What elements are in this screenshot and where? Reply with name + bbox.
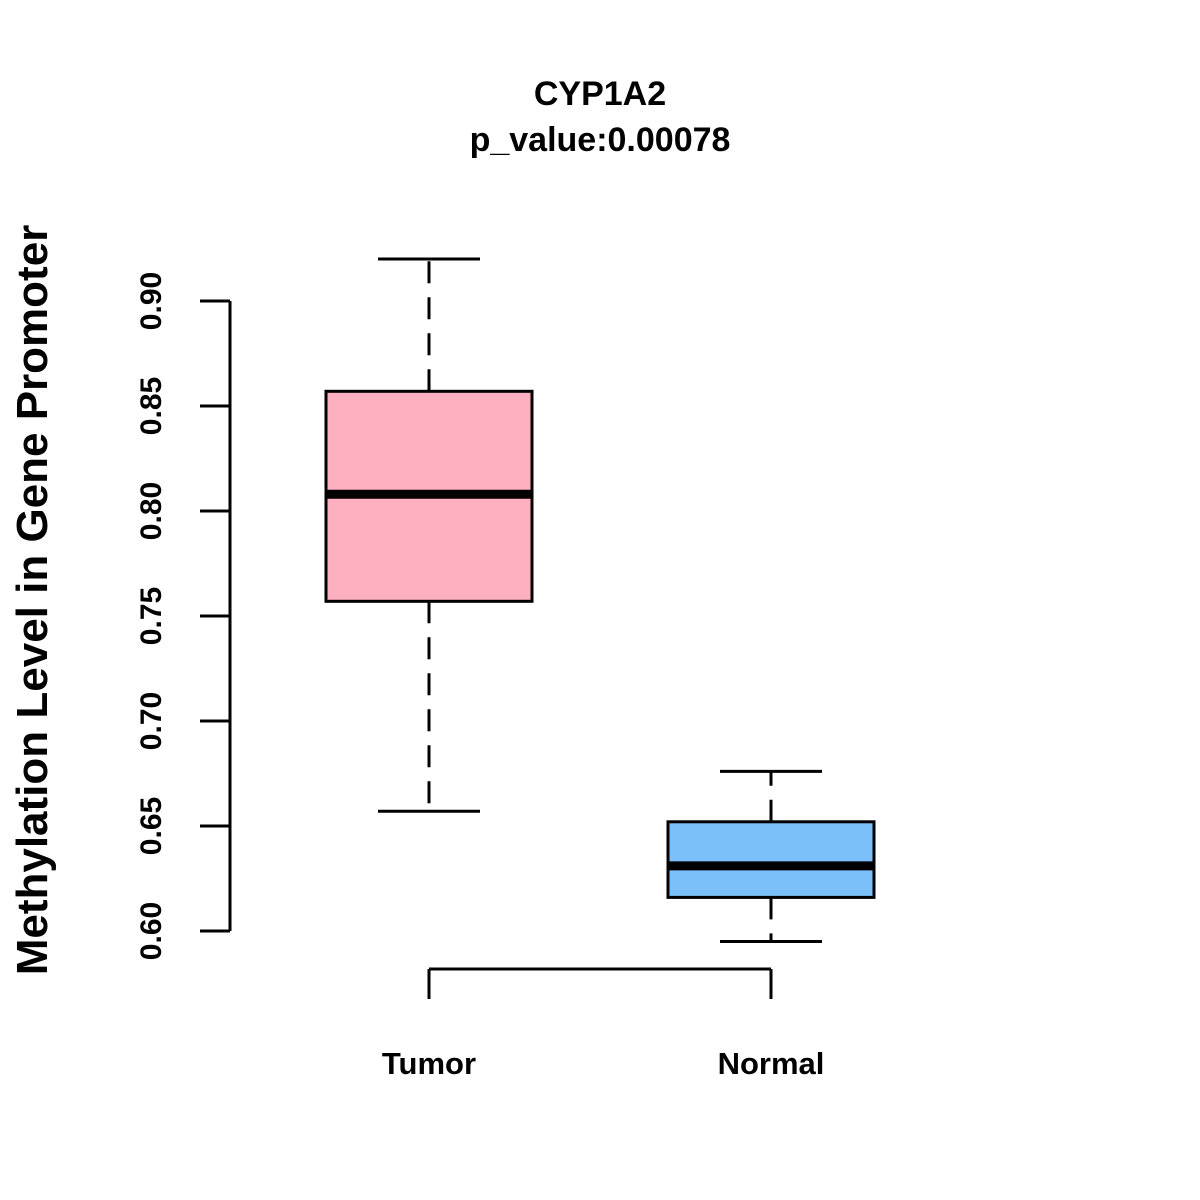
- y-axis: 0.60 0.65 0.70 0.75 0.80 0.85 0.90: [135, 272, 232, 960]
- x-axis: Tumor Normal: [382, 967, 825, 1081]
- y-tick-label: 0.75: [135, 587, 168, 645]
- chart-subtitle: p_value:0.00078: [470, 121, 731, 159]
- y-tick-label: 0.80: [135, 482, 168, 540]
- box-tumor: [324, 257, 534, 813]
- iqr-box: [666, 820, 876, 899]
- y-tick-label: 0.65: [135, 797, 168, 855]
- x-tick-label-normal: Normal: [718, 1046, 825, 1081]
- chart-title: CYP1A2: [534, 75, 666, 113]
- box-group: [324, 257, 876, 943]
- y-tick-label: 0.60: [135, 902, 168, 960]
- x-tick-label-tumor: Tumor: [382, 1046, 476, 1081]
- y-axis-label: Methylation Level in Gene Promoter: [8, 225, 57, 976]
- y-tick-label: 0.85: [135, 377, 168, 435]
- y-tick-label: 0.90: [135, 272, 168, 330]
- box-normal: [666, 769, 876, 943]
- y-tick-label: 0.70: [135, 692, 168, 750]
